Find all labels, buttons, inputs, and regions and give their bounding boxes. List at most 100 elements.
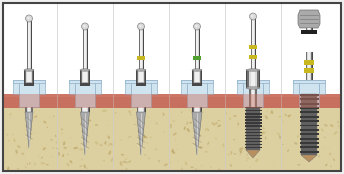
Ellipse shape xyxy=(318,155,320,157)
Bar xyxy=(317,116,319,118)
Ellipse shape xyxy=(148,116,149,118)
Ellipse shape xyxy=(164,163,168,166)
Ellipse shape xyxy=(25,15,32,22)
Ellipse shape xyxy=(19,118,22,120)
Ellipse shape xyxy=(154,148,157,150)
Ellipse shape xyxy=(43,147,46,150)
Ellipse shape xyxy=(225,154,227,155)
Bar xyxy=(317,111,319,113)
Bar xyxy=(192,107,193,112)
Ellipse shape xyxy=(212,122,215,126)
Ellipse shape xyxy=(31,141,35,143)
Bar xyxy=(3,94,341,108)
Ellipse shape xyxy=(210,166,212,168)
Ellipse shape xyxy=(192,83,202,85)
Bar xyxy=(136,70,137,84)
Bar xyxy=(196,28,198,80)
Ellipse shape xyxy=(207,142,209,145)
Bar xyxy=(245,147,246,148)
Ellipse shape xyxy=(215,138,217,140)
Ellipse shape xyxy=(99,144,103,146)
Ellipse shape xyxy=(85,153,86,154)
Bar xyxy=(300,142,301,144)
Bar xyxy=(246,119,260,121)
Ellipse shape xyxy=(230,151,232,155)
Ellipse shape xyxy=(312,126,313,129)
Ellipse shape xyxy=(253,118,255,122)
Bar xyxy=(301,120,317,122)
Ellipse shape xyxy=(162,112,165,116)
Ellipse shape xyxy=(41,162,45,164)
Ellipse shape xyxy=(116,112,117,114)
Ellipse shape xyxy=(34,116,37,118)
Ellipse shape xyxy=(115,112,116,113)
Bar xyxy=(306,28,307,34)
Bar xyxy=(301,142,317,144)
Ellipse shape xyxy=(23,152,24,153)
Bar xyxy=(301,151,317,153)
Bar xyxy=(207,80,213,94)
Ellipse shape xyxy=(158,160,160,162)
Ellipse shape xyxy=(185,161,187,165)
Ellipse shape xyxy=(201,165,202,167)
Ellipse shape xyxy=(329,153,331,155)
Bar xyxy=(260,144,261,145)
Bar xyxy=(27,70,31,84)
Ellipse shape xyxy=(249,167,251,168)
Ellipse shape xyxy=(155,122,158,125)
Ellipse shape xyxy=(215,110,218,114)
Ellipse shape xyxy=(221,131,222,133)
Ellipse shape xyxy=(260,140,262,144)
Bar xyxy=(25,70,26,84)
Ellipse shape xyxy=(130,114,131,115)
Bar xyxy=(300,98,301,100)
Ellipse shape xyxy=(218,169,220,171)
Bar xyxy=(246,129,260,130)
Ellipse shape xyxy=(324,137,326,138)
Bar xyxy=(300,94,301,96)
Ellipse shape xyxy=(67,153,68,155)
Ellipse shape xyxy=(10,161,11,163)
Ellipse shape xyxy=(138,23,144,30)
Bar xyxy=(200,70,201,84)
Ellipse shape xyxy=(30,155,31,158)
Bar xyxy=(139,70,143,84)
Ellipse shape xyxy=(215,114,218,119)
Bar xyxy=(257,70,259,88)
Bar xyxy=(200,107,201,112)
Bar xyxy=(259,70,260,88)
Bar xyxy=(25,107,26,112)
Ellipse shape xyxy=(245,132,248,136)
Bar xyxy=(81,107,82,112)
Bar xyxy=(245,110,246,112)
Bar xyxy=(13,80,45,83)
Ellipse shape xyxy=(128,110,131,113)
Bar xyxy=(301,133,317,135)
Bar xyxy=(3,94,341,108)
Ellipse shape xyxy=(199,146,203,148)
Bar xyxy=(246,116,260,118)
Ellipse shape xyxy=(265,137,266,139)
Ellipse shape xyxy=(13,138,15,142)
Ellipse shape xyxy=(141,118,143,120)
Ellipse shape xyxy=(239,151,241,153)
Bar xyxy=(80,83,90,86)
Ellipse shape xyxy=(66,163,69,167)
Ellipse shape xyxy=(142,137,144,141)
Ellipse shape xyxy=(139,25,142,27)
Ellipse shape xyxy=(237,122,239,125)
Bar xyxy=(30,20,31,80)
Ellipse shape xyxy=(240,153,241,155)
Bar xyxy=(301,30,317,34)
Ellipse shape xyxy=(284,114,287,116)
Ellipse shape xyxy=(173,132,177,136)
Bar xyxy=(249,70,250,88)
Ellipse shape xyxy=(228,132,230,137)
Ellipse shape xyxy=(150,136,151,139)
Ellipse shape xyxy=(61,133,63,134)
Bar xyxy=(260,119,261,121)
Ellipse shape xyxy=(230,164,232,167)
Ellipse shape xyxy=(317,117,318,120)
Ellipse shape xyxy=(15,150,18,154)
Ellipse shape xyxy=(184,126,186,130)
